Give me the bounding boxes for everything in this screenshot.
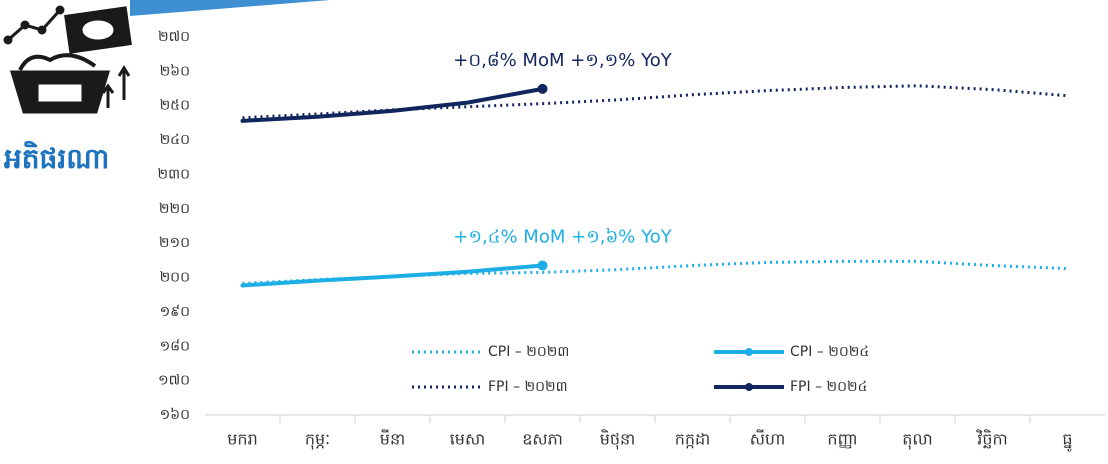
- annotation: +១,៤% MoM +១,៦% YoY: [453, 227, 672, 248]
- x-tick-label: កុម្ភៈ: [305, 430, 330, 451]
- y-tick-label: ២២០: [159, 201, 190, 217]
- legend-label: FPI – ២០២៤: [790, 379, 868, 395]
- x-tick-label: មករា: [227, 430, 257, 449]
- legend-label: CPI – ២០២៣: [488, 344, 569, 360]
- legend-marker: [745, 348, 753, 356]
- y-tick-label: ២៥០: [160, 98, 190, 114]
- y-tick-label: ១៩០: [160, 304, 190, 320]
- x-tick-label: ឧសភា: [522, 430, 563, 449]
- x-tick-label: កក្កដា: [675, 430, 711, 449]
- annotation: +០,៨% MoM +១,១% YoY: [453, 50, 672, 71]
- x-tick-label: វិច្ឆិកា: [975, 429, 1007, 449]
- series-line: [242, 259, 1068, 285]
- legend-marker: [745, 383, 753, 391]
- banner-shape: [130, 0, 330, 16]
- x-tick-label: មីនា: [380, 429, 405, 449]
- x-tick-label: ធ្នូ: [1062, 430, 1072, 453]
- y-tick-label: ២១០: [159, 235, 190, 251]
- x-tick-label: មិថុនា: [600, 429, 636, 451]
- x-tick-label: សីហា: [750, 429, 786, 449]
- y-tick-label: ២៣០: [158, 166, 190, 182]
- end-marker: [537, 83, 548, 94]
- y-tick-label: ២០០: [160, 270, 190, 286]
- y-tick-label: ១៨០: [160, 338, 190, 354]
- legend-label: FPI – ២០២៣: [488, 379, 568, 395]
- page-title: អតិផរណា: [4, 140, 109, 175]
- series-line: [240, 263, 545, 288]
- x-tick-label: កញ្ញា: [827, 430, 857, 449]
- y-tick-label: ២៧០: [158, 29, 190, 45]
- x-tick-label: តុលា: [902, 430, 932, 451]
- series-line: [240, 86, 545, 123]
- end-marker: [537, 260, 548, 271]
- y-tick-label: ១៧០: [158, 373, 190, 389]
- legend-label: CPI – ២០២៤: [790, 344, 869, 360]
- y-tick-label: ២៤០: [160, 132, 190, 148]
- inflation-icon: [3, 5, 132, 114]
- y-tick-label: ២៦០: [160, 63, 190, 79]
- y-tick-label: ១៦០: [160, 407, 190, 423]
- x-tick-label: មេសា: [450, 430, 486, 449]
